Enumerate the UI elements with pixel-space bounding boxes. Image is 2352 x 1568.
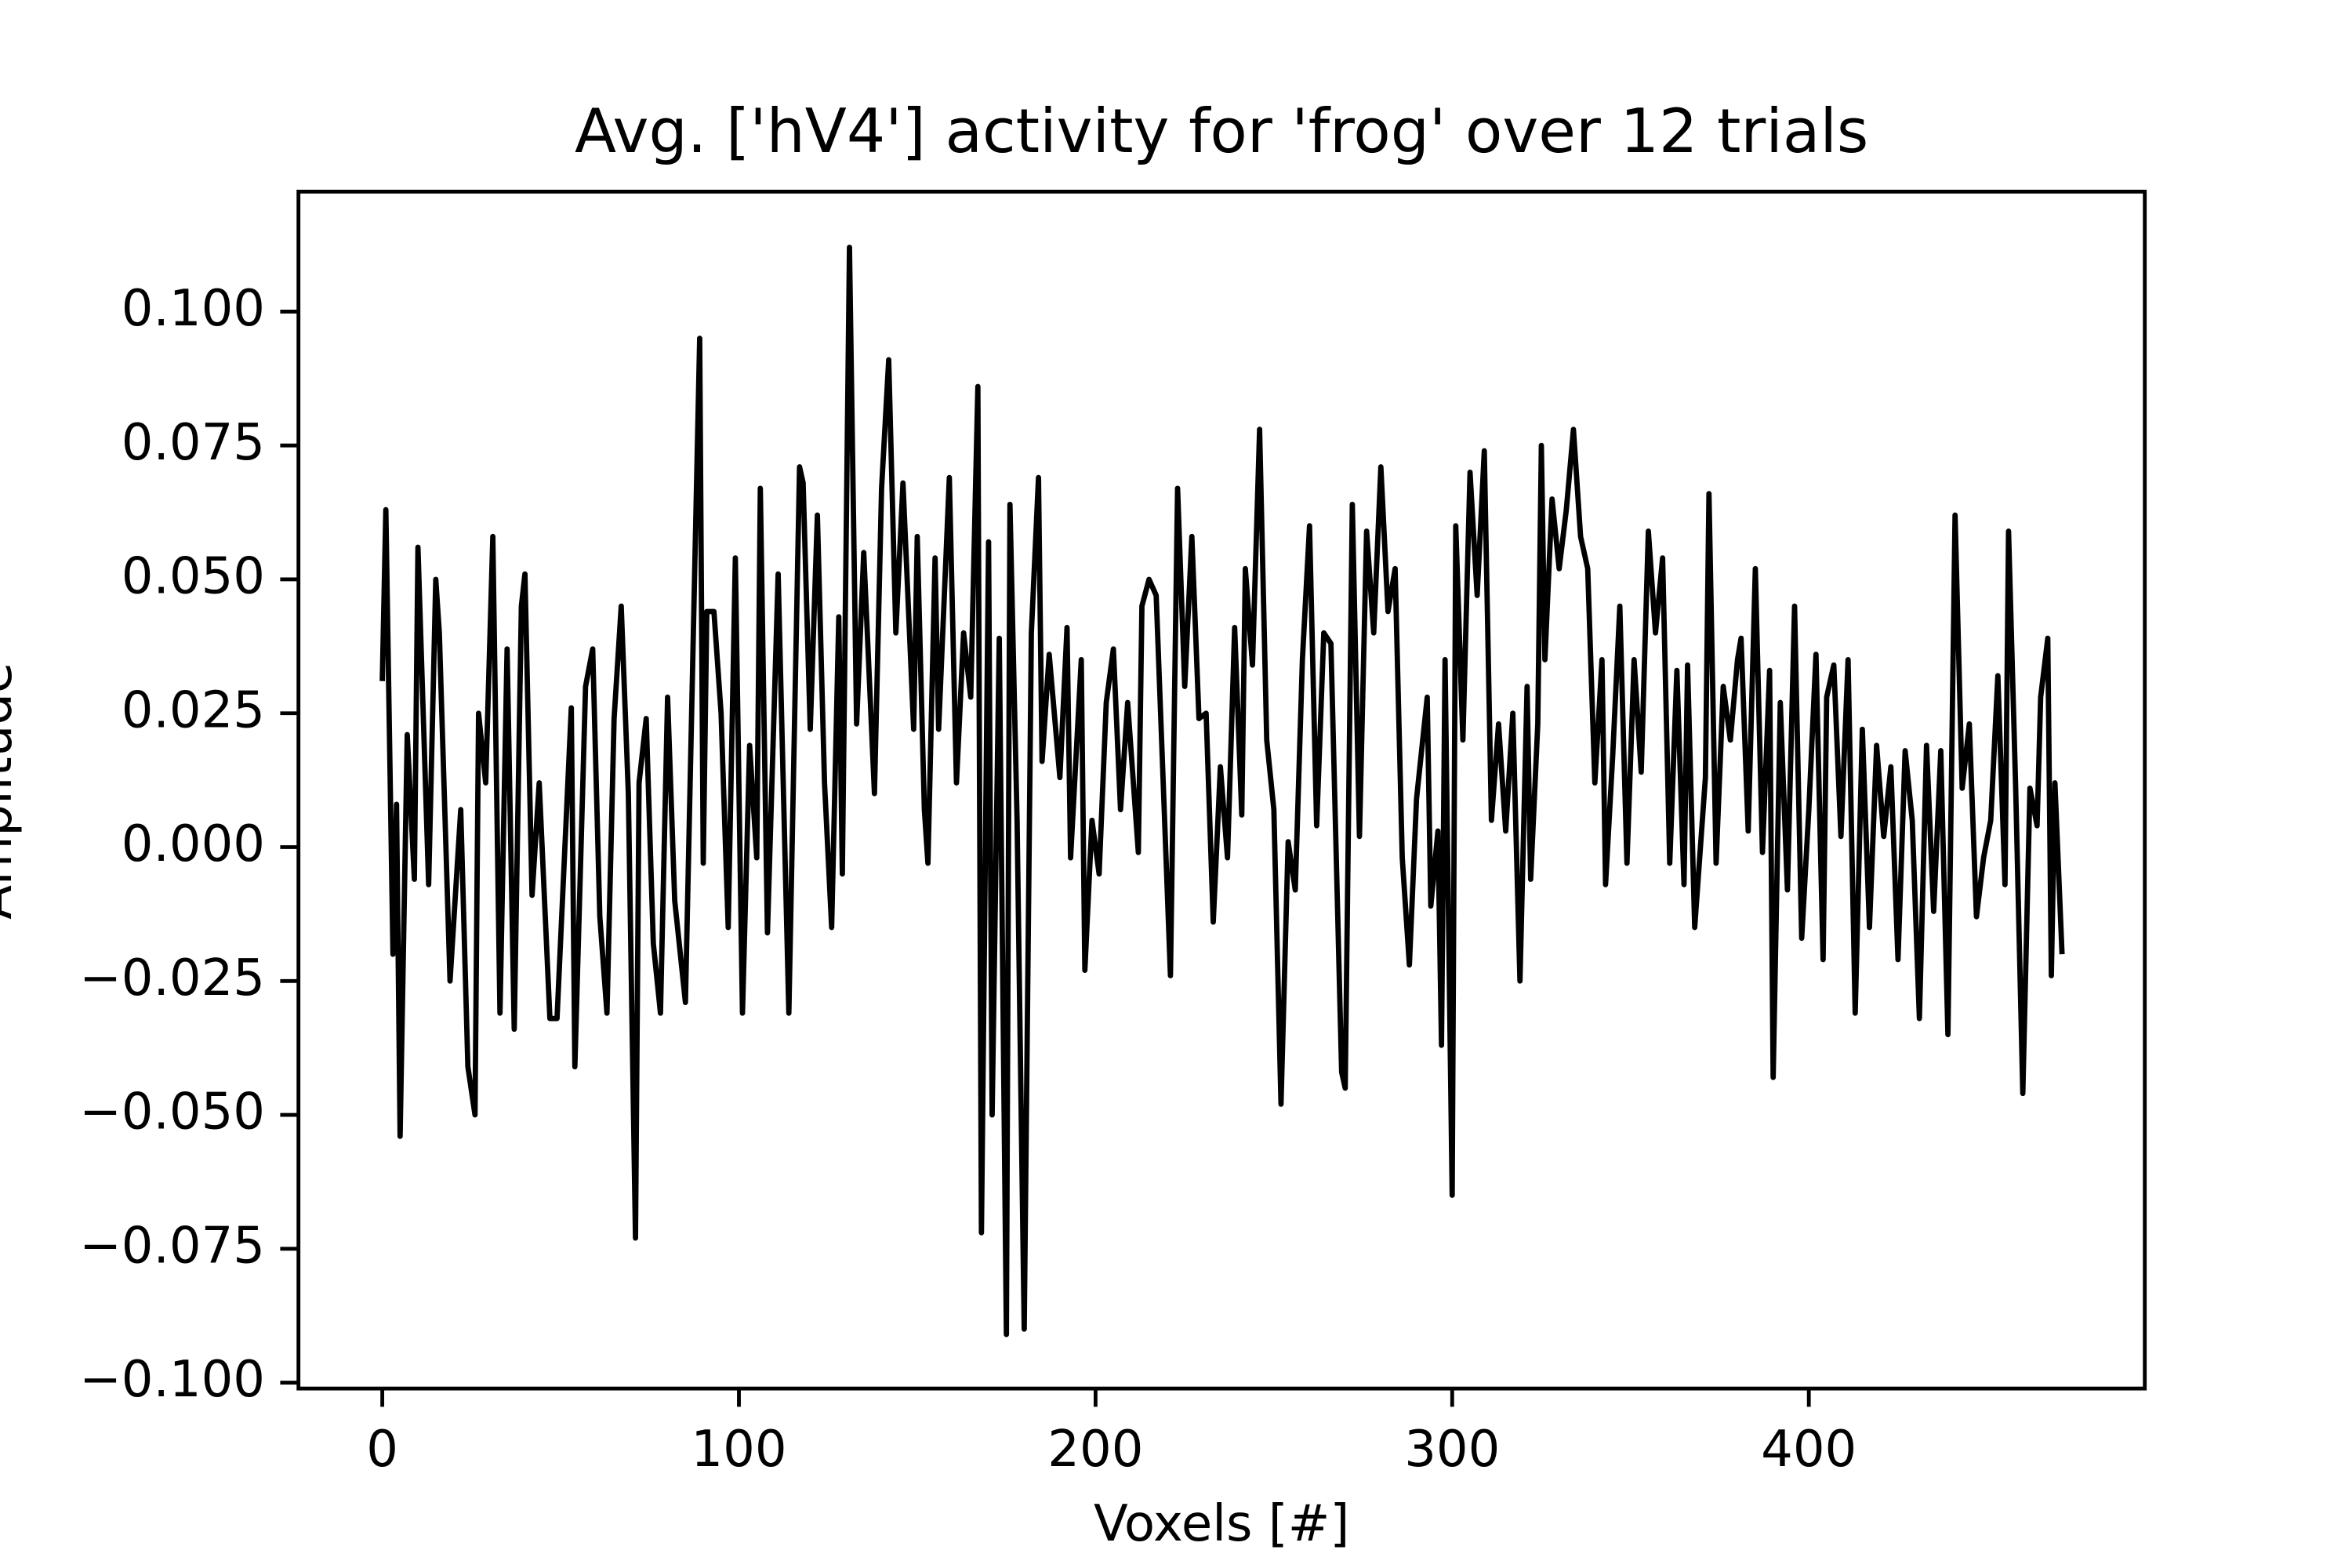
x-tick-label: 400 xyxy=(1761,1421,1857,1479)
data-line xyxy=(379,245,2065,1338)
x-tick-label: 300 xyxy=(1404,1421,1500,1479)
y-tick-label: −0.075 xyxy=(79,1217,265,1275)
y-tick-label: −0.100 xyxy=(79,1351,265,1409)
y-tick-label: −0.025 xyxy=(79,949,265,1007)
x-tick-label: 0 xyxy=(366,1421,398,1479)
x-tick-label: 200 xyxy=(1047,1421,1143,1479)
y-tick-label: 0.100 xyxy=(122,280,265,338)
chart-title: Avg. ['hV4'] activity for 'frog' over 12… xyxy=(575,96,1868,167)
y-tick-label: 0.000 xyxy=(122,815,265,873)
y-axis-label: Amplitude xyxy=(0,662,24,920)
y-tick-label: −0.050 xyxy=(79,1083,265,1142)
x-tick-label: 100 xyxy=(691,1421,786,1479)
y-tick-label: 0.025 xyxy=(122,681,265,739)
plot-frame xyxy=(296,189,2147,1391)
y-tick-label: 0.050 xyxy=(122,548,265,606)
x-axis-label: Voxels [#] xyxy=(1094,1495,1349,1553)
y-tick-label: 0.075 xyxy=(122,414,265,472)
